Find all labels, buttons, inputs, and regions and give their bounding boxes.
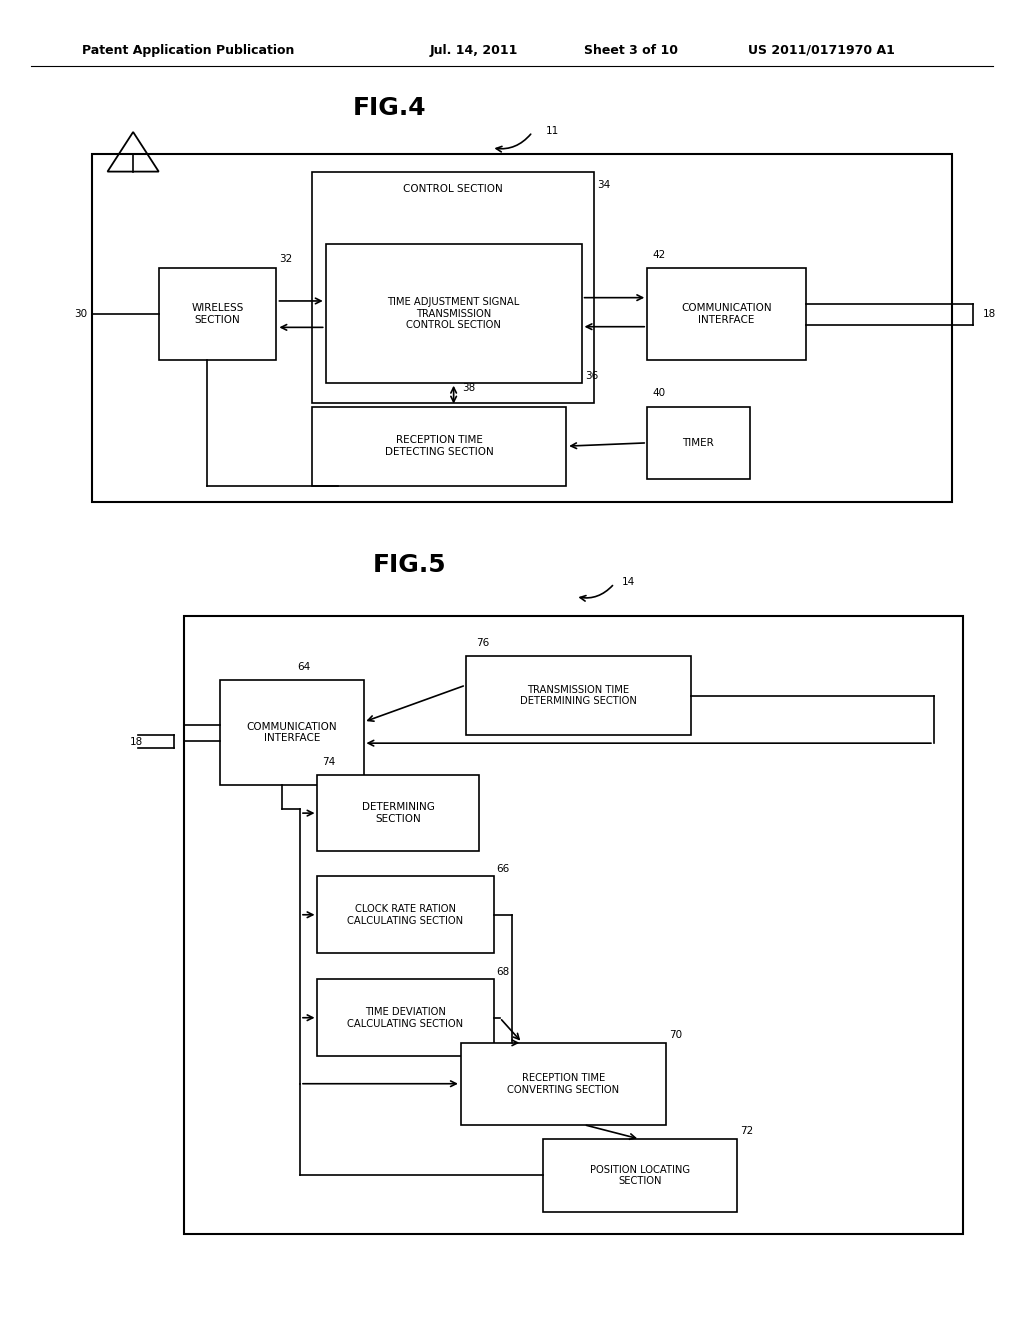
Text: 30: 30 <box>74 309 87 319</box>
Text: 70: 70 <box>669 1030 682 1040</box>
Text: 68: 68 <box>497 966 510 977</box>
FancyBboxPatch shape <box>466 656 691 735</box>
Text: CLOCK RATE RATION
CALCULATING SECTION: CLOCK RATE RATION CALCULATING SECTION <box>347 904 464 925</box>
Text: 14: 14 <box>622 577 635 587</box>
Text: COMMUNICATION
INTERFACE: COMMUNICATION INTERFACE <box>247 722 337 743</box>
Text: 32: 32 <box>280 253 293 264</box>
Text: 66: 66 <box>497 863 510 874</box>
FancyBboxPatch shape <box>317 876 494 953</box>
FancyBboxPatch shape <box>312 407 566 486</box>
Text: 40: 40 <box>652 388 666 399</box>
FancyBboxPatch shape <box>647 268 806 360</box>
Text: 38: 38 <box>462 383 475 393</box>
Text: DETERMINING
SECTION: DETERMINING SECTION <box>361 803 435 824</box>
FancyBboxPatch shape <box>317 979 494 1056</box>
Text: FIG.5: FIG.5 <box>373 553 446 577</box>
Text: WIRELESS
SECTION: WIRELESS SECTION <box>191 304 244 325</box>
FancyBboxPatch shape <box>543 1139 737 1212</box>
Text: 34: 34 <box>597 180 610 190</box>
Text: US 2011/0171970 A1: US 2011/0171970 A1 <box>748 44 894 57</box>
Text: 36: 36 <box>585 371 598 381</box>
Text: RECEPTION TIME
CONVERTING SECTION: RECEPTION TIME CONVERTING SECTION <box>507 1073 620 1094</box>
Text: 76: 76 <box>476 638 489 648</box>
FancyBboxPatch shape <box>92 154 952 502</box>
Text: Jul. 14, 2011: Jul. 14, 2011 <box>430 44 518 57</box>
Text: TIMER: TIMER <box>682 438 715 447</box>
Text: TIME ADJUSTMENT SIGNAL
TRANSMISSION
CONTROL SECTION: TIME ADJUSTMENT SIGNAL TRANSMISSION CONT… <box>387 297 520 330</box>
Text: 64: 64 <box>297 661 310 672</box>
Text: POSITION LOCATING
SECTION: POSITION LOCATING SECTION <box>590 1164 690 1187</box>
Text: Patent Application Publication: Patent Application Publication <box>82 44 294 57</box>
Text: COMMUNICATION
INTERFACE: COMMUNICATION INTERFACE <box>681 304 772 325</box>
FancyBboxPatch shape <box>326 244 582 383</box>
Text: 18: 18 <box>983 309 996 319</box>
FancyBboxPatch shape <box>317 775 479 851</box>
Text: FIG.4: FIG.4 <box>352 96 426 120</box>
Text: 18: 18 <box>130 737 143 747</box>
Text: 42: 42 <box>652 249 666 260</box>
Text: TRANSMISSION TIME
DETERMINING SECTION: TRANSMISSION TIME DETERMINING SECTION <box>520 685 637 706</box>
FancyBboxPatch shape <box>647 407 750 479</box>
Text: RECEPTION TIME
DETECTING SECTION: RECEPTION TIME DETECTING SECTION <box>385 436 494 457</box>
Text: 74: 74 <box>323 756 336 767</box>
FancyBboxPatch shape <box>184 616 963 1234</box>
Text: 72: 72 <box>740 1126 754 1137</box>
Text: CONTROL SECTION: CONTROL SECTION <box>403 183 503 194</box>
FancyBboxPatch shape <box>461 1043 666 1125</box>
Text: Sheet 3 of 10: Sheet 3 of 10 <box>584 44 678 57</box>
Text: TIME DEVIATION
CALCULATING SECTION: TIME DEVIATION CALCULATING SECTION <box>347 1007 464 1028</box>
FancyBboxPatch shape <box>220 680 364 785</box>
Text: 11: 11 <box>546 125 559 136</box>
FancyBboxPatch shape <box>159 268 276 360</box>
FancyBboxPatch shape <box>312 172 594 403</box>
